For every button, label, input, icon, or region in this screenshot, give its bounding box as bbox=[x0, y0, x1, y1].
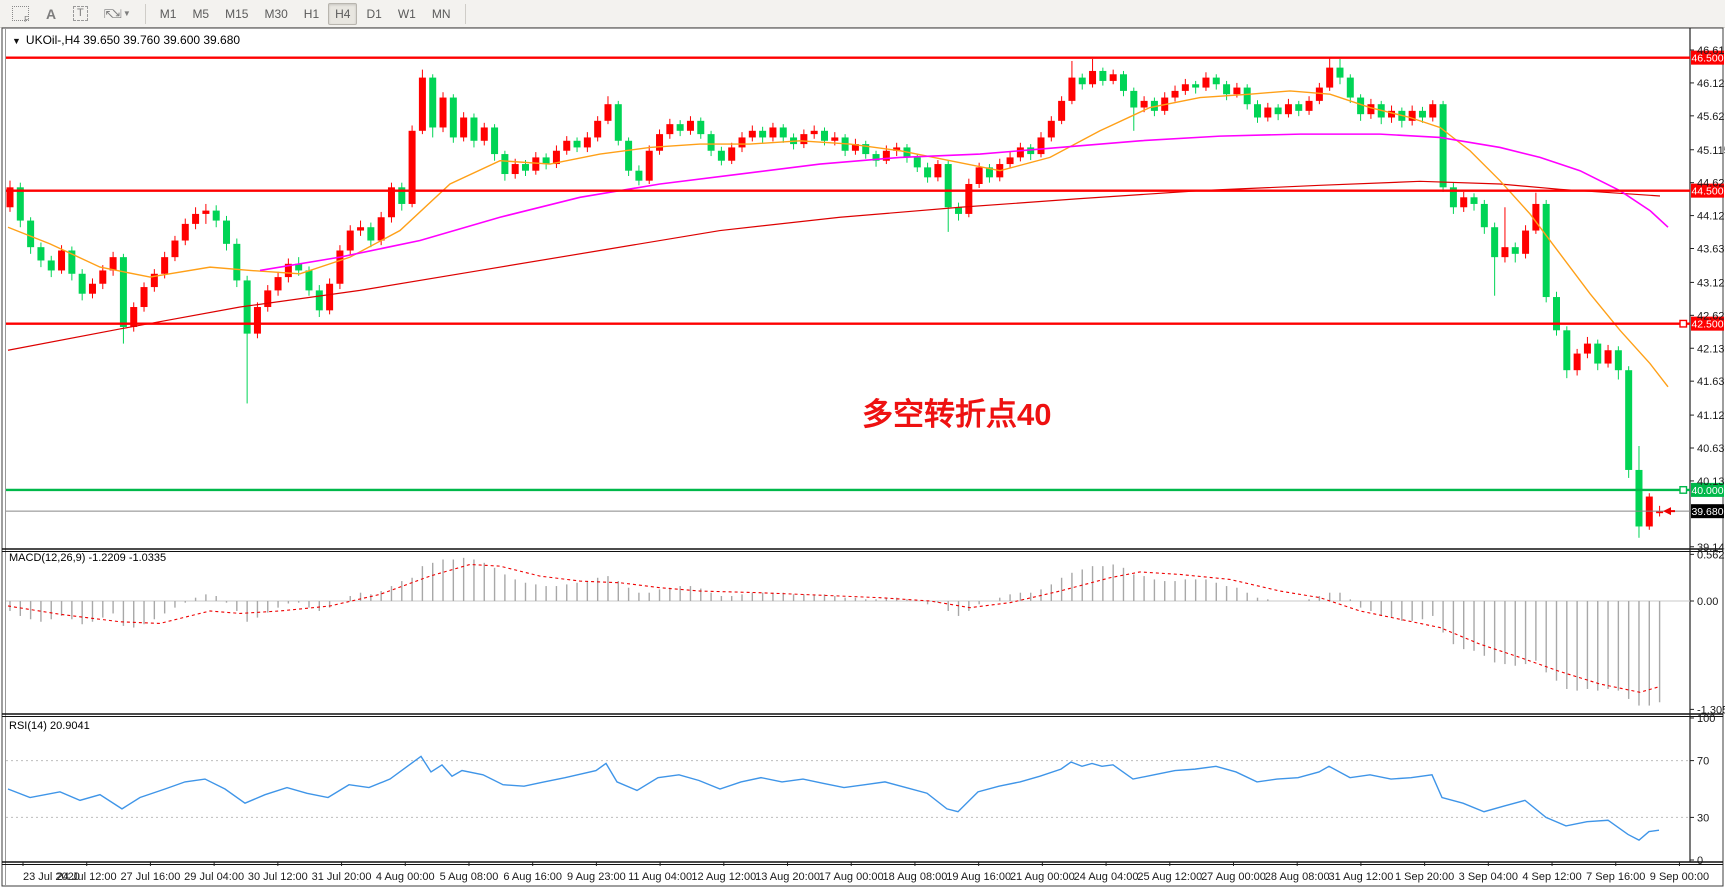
svg-text:9 Aug 23:00: 9 Aug 23:00 bbox=[567, 871, 626, 883]
svg-text:44.500: 44.500 bbox=[1691, 186, 1723, 198]
svg-text:40.135: 40.135 bbox=[1697, 476, 1725, 488]
hline-handle[interactable] bbox=[1679, 485, 1688, 494]
svg-text:41.635: 41.635 bbox=[1697, 376, 1725, 388]
macd-panel: 0.562 0.00 -1.3058 bbox=[6, 549, 1725, 716]
svg-text:0.562: 0.562 bbox=[1697, 549, 1725, 561]
svg-text:23 Jul 2020: 23 Jul 2020 bbox=[23, 871, 80, 883]
svg-text:24 Aug 04:00: 24 Aug 04:00 bbox=[1074, 871, 1139, 883]
arrow-objects-button[interactable]: ⇱⇲ ▼ bbox=[97, 3, 138, 25]
horizontal-lines: 46.500 44.500 42.500 40.000 bbox=[6, 50, 1724, 497]
toolbar-separator bbox=[144, 3, 146, 24]
chart-window[interactable]: 0.562 0.00 -1.3058100 70 30 0 46.500 44.500 42.5… bbox=[0, 27, 1725, 890]
hline-handle[interactable] bbox=[1679, 319, 1688, 328]
svg-text:24 Jul 12:00: 24 Jul 12:00 bbox=[57, 871, 117, 883]
current-price-line: 39.680 bbox=[6, 504, 1724, 519]
svg-text:4 Sep 12:00: 4 Sep 12:00 bbox=[1522, 871, 1581, 883]
svg-text:19 Aug 16:00: 19 Aug 16:00 bbox=[946, 871, 1011, 883]
svg-text:46.500: 46.500 bbox=[1691, 53, 1723, 65]
svg-text:12 Aug 12:00: 12 Aug 12:00 bbox=[691, 871, 756, 883]
svg-text:42.500: 42.500 bbox=[1691, 319, 1723, 331]
svg-text:45.625: 45.625 bbox=[1697, 111, 1725, 123]
chevron-down-icon: ▼ bbox=[122, 9, 131, 18]
text-box-icon: T bbox=[73, 6, 88, 21]
svg-text:40.630: 40.630 bbox=[1697, 443, 1725, 455]
timeframe-group: M1 M5 M15 M30 H1 H4 D1 W1 MN bbox=[152, 0, 459, 27]
chart-text-annotation[interactable]: 多空转折点40 bbox=[862, 397, 1052, 432]
rsi-panel: 100 70 30 0 bbox=[6, 713, 1715, 867]
svg-text:100: 100 bbox=[1697, 713, 1715, 725]
timeframe-m5-button[interactable]: M5 bbox=[192, 6, 210, 21]
svg-text:4 Aug 00:00: 4 Aug 00:00 bbox=[376, 871, 435, 883]
svg-text:40.000: 40.000 bbox=[1691, 485, 1723, 497]
svg-text:-1.3058: -1.3058 bbox=[1697, 704, 1725, 716]
top-toolbar: F A T ⇱⇲ ▼ M1 M5 M15 M30 H1 H4 D1 W1 MN bbox=[0, 0, 1725, 28]
svg-text:41.125: 41.125 bbox=[1697, 410, 1725, 422]
macd-indicator-label: MACD(12,26,9) -1.2209 -1.0335 bbox=[9, 552, 167, 564]
svg-text:1 Sep 20:00: 1 Sep 20:00 bbox=[1395, 871, 1454, 883]
last-price-arrow-icon bbox=[1663, 507, 1675, 516]
svg-text:13 Aug 20:00: 13 Aug 20:00 bbox=[755, 871, 820, 883]
chart-shift-button[interactable]: F bbox=[5, 3, 36, 25]
svg-text:11 Aug 04:00: 11 Aug 04:00 bbox=[628, 871, 692, 883]
timeframe-h4-button[interactable]: H4 bbox=[328, 2, 358, 25]
svg-text:5 Aug 08:00: 5 Aug 08:00 bbox=[440, 871, 499, 883]
text-label-icon: A bbox=[45, 5, 57, 22]
arrow-objects-icon: ⇱⇲ bbox=[103, 6, 122, 21]
svg-text:7 Sep 16:00: 7 Sep 16:00 bbox=[1586, 871, 1645, 883]
svg-text:39.145: 39.145 bbox=[1697, 542, 1725, 554]
candlestick-layer bbox=[6, 57, 1664, 538]
svg-text:18 Aug 08:00: 18 Aug 08:00 bbox=[883, 871, 948, 883]
text-box-tool-button[interactable]: T bbox=[66, 3, 95, 25]
svg-text:31 Aug 12:00: 31 Aug 12:00 bbox=[1328, 871, 1393, 883]
svg-text:30 Jul 12:00: 30 Jul 12:00 bbox=[248, 871, 308, 883]
price-chart-canvas[interactable]: 0.562 0.00 -1.3058100 70 30 0 46.500 44.500 42.5… bbox=[0, 27, 1725, 890]
symbol-dropdown-icon[interactable]: ▼ bbox=[12, 36, 21, 46]
svg-text:45.115: 45.115 bbox=[1697, 145, 1725, 157]
rsi-indicator-label: RSI(14) 20.9041 bbox=[9, 720, 90, 732]
chart-shift-icon: F bbox=[12, 6, 29, 24]
svg-text:6 Aug 16:00: 6 Aug 16:00 bbox=[503, 871, 562, 883]
panel-borders bbox=[1, 27, 1724, 887]
svg-text:27 Jul 16:00: 27 Jul 16:00 bbox=[120, 871, 180, 883]
svg-text:29 Jul 04:00: 29 Jul 04:00 bbox=[184, 871, 244, 883]
timeframe-m1-button[interactable]: M1 bbox=[159, 6, 177, 21]
svg-text:17 Aug 00:00: 17 Aug 00:00 bbox=[819, 871, 884, 883]
svg-text:44.620: 44.620 bbox=[1697, 178, 1725, 190]
timeframe-mn-button[interactable]: MN bbox=[431, 6, 451, 21]
svg-text:46.120: 46.120 bbox=[1697, 78, 1725, 90]
price-axis: 46.615 46.120 45.625 45.115 44.620 44.125 43.6… bbox=[1690, 45, 1725, 554]
svg-text:43.630: 43.630 bbox=[1697, 244, 1725, 256]
symbol-ohlc-readout: UKOil-,H4 39.650 39.760 39.600 39.680 bbox=[25, 33, 241, 47]
svg-text:42.625: 42.625 bbox=[1697, 310, 1725, 322]
svg-text:9 Sep 00:00: 9 Sep 00:00 bbox=[1650, 871, 1709, 883]
svg-text:31 Jul 20:00: 31 Jul 20:00 bbox=[312, 871, 372, 883]
moving-averages bbox=[7, 90, 1669, 388]
svg-text:0.00: 0.00 bbox=[1697, 596, 1718, 608]
svg-text:44.125: 44.125 bbox=[1697, 211, 1725, 223]
svg-text:25 Aug 12:00: 25 Aug 12:00 bbox=[1137, 871, 1202, 883]
svg-text:39.680: 39.680 bbox=[1691, 506, 1723, 518]
svg-text:3 Sep 04:00: 3 Sep 04:00 bbox=[1459, 871, 1518, 883]
svg-text:42.130: 42.130 bbox=[1697, 343, 1725, 355]
svg-text:21 Aug 00:00: 21 Aug 00:00 bbox=[1010, 871, 1075, 883]
svg-text:46.615: 46.615 bbox=[1697, 45, 1725, 57]
svg-text:0: 0 bbox=[1697, 855, 1703, 867]
text-label-tool-button[interactable]: A bbox=[38, 3, 64, 25]
timeframe-m30-button[interactable]: M30 bbox=[264, 6, 288, 21]
chart-title: ▼ UKOil-,H4 39.650 39.760 39.600 39.680 bbox=[12, 33, 240, 47]
toolbar-separator bbox=[464, 3, 466, 24]
timeframe-h1-button[interactable]: H1 bbox=[303, 6, 320, 21]
timeframe-w1-button[interactable]: W1 bbox=[397, 6, 416, 21]
timeframe-m15-button[interactable]: M15 bbox=[225, 6, 249, 21]
svg-text:43.120: 43.120 bbox=[1697, 277, 1725, 289]
svg-text:28 Aug 08:00: 28 Aug 08:00 bbox=[1265, 871, 1330, 883]
svg-text:30: 30 bbox=[1697, 812, 1709, 824]
svg-text:70: 70 bbox=[1697, 756, 1709, 768]
timeframe-d1-button[interactable]: D1 bbox=[366, 6, 382, 21]
svg-text:27 Aug 00:00: 27 Aug 00:00 bbox=[1201, 871, 1266, 883]
